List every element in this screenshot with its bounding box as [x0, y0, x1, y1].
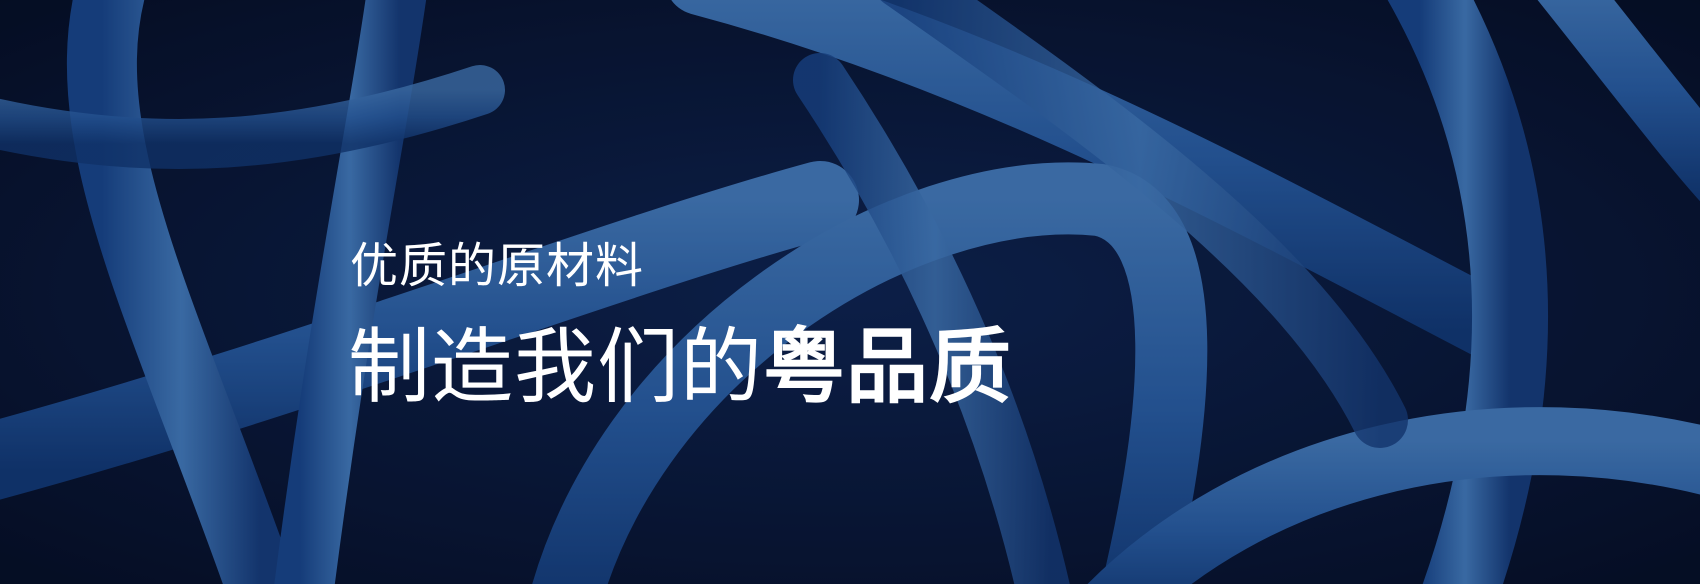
headline-bold: 粤品质 [763, 320, 1013, 415]
headline: 制造我们的粤品质 [348, 300, 1012, 419]
subtitle: 优质的原材料 [350, 238, 645, 294]
headline-text: 制造我们的 [348, 320, 764, 415]
